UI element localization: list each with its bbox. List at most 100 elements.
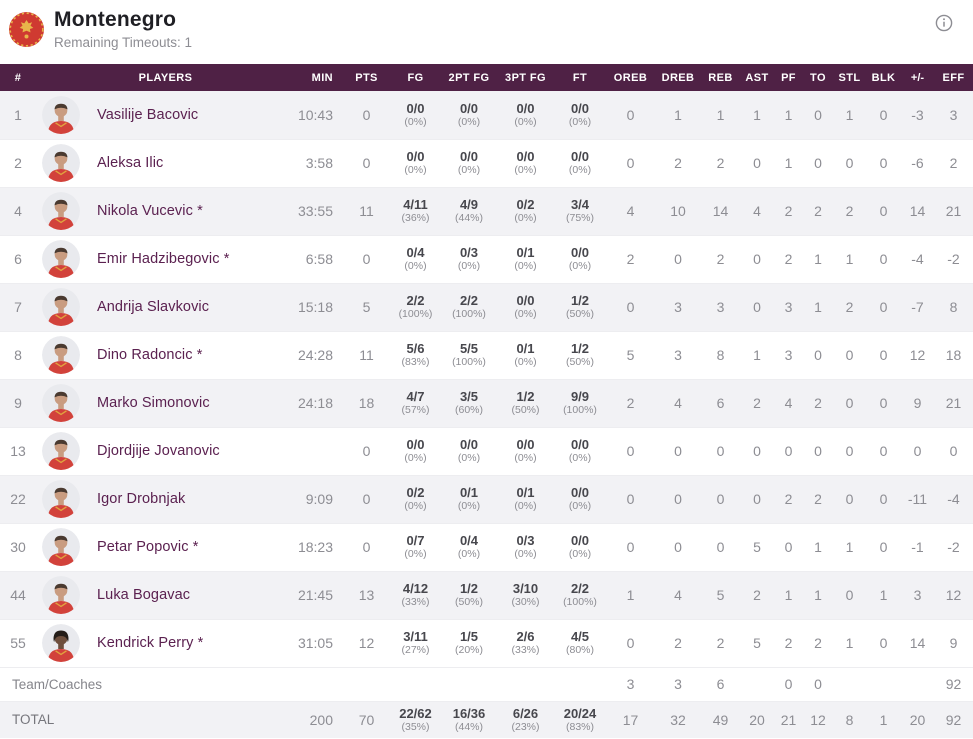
player-row[interactable]: 13 Djordjije Jovanovic 0 0/0 (0%) 0/0 (0%) 0/0(… xyxy=(0,426,973,475)
oreb-value: 0 xyxy=(626,106,635,123)
player-name[interactable]: Vasilije Bacovic xyxy=(97,106,199,123)
player-name[interactable]: Nikola Vucevic * xyxy=(97,203,203,219)
blk-total: 1 xyxy=(866,700,901,738)
column-header-to: TO xyxy=(803,64,833,91)
player-name[interactable]: Luka Bogavac xyxy=(97,587,191,603)
fg-percentage: (0%) xyxy=(404,452,427,464)
ft-made-attempted: 1/2 xyxy=(570,341,590,356)
eff-value: 21 xyxy=(934,186,973,235)
column-header-fg2: 2PT FG xyxy=(441,64,497,91)
jersey-number: 9 xyxy=(0,378,36,427)
player-row[interactable]: 30 Petar Popovic * 18:23 0 0/7 (0%) 0/4 (0%) 0/3… xyxy=(0,522,973,571)
reb-value: 0 xyxy=(701,426,740,475)
minutes-value: 3:58 xyxy=(295,138,343,187)
fg-made-attempted: 0/2 xyxy=(406,485,425,500)
player-avatar xyxy=(42,528,80,566)
points-value: 0 xyxy=(343,474,390,523)
ft: 0/0 (0%) xyxy=(554,138,606,187)
stl-total: 8 xyxy=(833,700,866,738)
player-cell: Petar Popovic * xyxy=(36,522,295,571)
fg3pt-percentage: (30%) xyxy=(511,596,540,608)
ast-value: 4 xyxy=(740,186,774,235)
player-row[interactable]: 7 Andrija Slavkovic 15:18 5 2/2 (100%) 2/2 (100… xyxy=(0,282,973,331)
dreb-value: 2 xyxy=(655,618,701,667)
ft-percentage: (0%) xyxy=(568,115,592,128)
fg2pt-made-attempted: 0/0 xyxy=(459,100,479,116)
stl-value: 0 xyxy=(833,330,866,379)
player-name[interactable]: Andrija Slavkovic xyxy=(97,299,210,315)
player-name[interactable]: Dino Radoncic * xyxy=(97,347,203,363)
plus-minus-value: 9 xyxy=(901,378,934,427)
info-icon[interactable] xyxy=(935,14,953,32)
fg3pt-total: 6/26 (23%) xyxy=(497,700,554,738)
player-avatar xyxy=(42,624,80,662)
player-row[interactable]: 1 Vasilije Bacovic 10:43 0 0/0 (0%) 0/0 (0%) 0/0… xyxy=(0,91,973,139)
player-name[interactable]: Djordjije Jovanovic xyxy=(97,443,220,459)
player-avatar xyxy=(42,95,80,134)
player-row[interactable]: 55 Kendrick Perry * 31:05 12 3/11 (27%) 1/5 (20… xyxy=(0,618,973,667)
dreb-value: 10 xyxy=(655,186,701,235)
oreb-value: 1 xyxy=(606,570,655,619)
fg2pt-made-attempted: 2/2 xyxy=(459,293,479,308)
eff-value: 9 xyxy=(934,618,973,667)
fg2pt: 0/3 (0%) xyxy=(441,234,497,283)
fg2pt-percentage: (44%) xyxy=(454,212,483,224)
column-header-fg3: 3PT FG xyxy=(497,64,554,91)
player-name[interactable]: Kendrick Perry * xyxy=(97,635,204,651)
fg3pt-percentage: (0%) xyxy=(514,115,537,128)
reb-value: 3 xyxy=(701,282,740,331)
player-row[interactable]: 4 Nikola Vucevic * 33:55 11 4/11 (36%) 4/9 (44%… xyxy=(0,186,973,235)
fg: 0/4 (0%) xyxy=(390,234,441,283)
fg-made-attempted: 0/0 xyxy=(406,100,425,116)
player-row[interactable]: 8 Dino Radoncic * 24:28 11 5/6 (83%) 5/5 (100%)… xyxy=(0,330,973,379)
fg3pt: 0/0 (0%) xyxy=(497,282,554,331)
blk-value: 0 xyxy=(866,522,901,571)
eff-value: 3 xyxy=(949,106,958,123)
to-value: 1 xyxy=(803,570,833,619)
eff-value: -2 xyxy=(934,522,973,571)
jersey-number: 22 xyxy=(0,474,36,523)
oreb-value: 2 xyxy=(606,378,655,427)
player-cell: Marko Simonovic xyxy=(36,378,295,427)
player-row[interactable]: 9 Marko Simonovic 24:18 18 4/7 (57%) 3/5 (60%) 1… xyxy=(0,378,973,427)
player-row[interactable]: 44 Luka Bogavac 21:45 13 4/12 (33%) 1/2 (50%) 3/… xyxy=(0,570,973,619)
minutes-value: 24:28 xyxy=(295,330,343,379)
ft: 0/0 (0%) xyxy=(554,234,606,283)
pf-value: 2 xyxy=(774,186,803,235)
fg3pt-percentage: (0%) xyxy=(514,260,537,272)
fg3pt-made-attempted: 0/0 xyxy=(516,100,535,116)
dreb-value: 1 xyxy=(674,106,682,123)
ft-percentage: (100%) xyxy=(563,404,597,416)
player-name[interactable]: Emir Hadzibegovic * xyxy=(97,251,230,267)
fg2pt: 0/0 (0%) xyxy=(441,426,497,475)
ft-percentage: (0%) xyxy=(568,500,592,512)
pf-value: 2 xyxy=(774,474,803,523)
fg3pt-made-attempted: 1/2 xyxy=(516,389,535,404)
ft-made-attempted: 3/4 xyxy=(570,197,590,212)
fg-percentage: (100%) xyxy=(398,308,433,320)
player-name[interactable]: Marko Simonovic xyxy=(97,395,210,411)
player-avatar xyxy=(42,240,80,278)
to-value: 2 xyxy=(803,618,833,667)
jersey-number: 8 xyxy=(0,330,36,379)
plus-minus-value: 14 xyxy=(901,186,934,235)
ast-total: 20 xyxy=(740,700,774,738)
eff-value: 0 xyxy=(934,426,973,475)
plus-minus-value: -3 xyxy=(911,106,924,123)
player-row[interactable]: 2 Aleksa Ilic 3:58 0 0/0 (0%) 0/0 (0%) 0/0 (0%) 0/… xyxy=(0,138,973,187)
plus-minus-value: 0 xyxy=(901,426,934,475)
plus-minus-value: -6 xyxy=(901,138,934,187)
player-name[interactable]: Igor Drobnjak xyxy=(97,491,186,507)
fg: 3/11 (27%) xyxy=(390,618,441,667)
player-name[interactable]: Petar Popovic * xyxy=(97,539,199,555)
minutes-value: 15:18 xyxy=(295,282,343,331)
player-row[interactable]: 22 Igor Drobnjak 9:09 0 0/2 (0%) 0/1 (0%) 0/1 (0%… xyxy=(0,474,973,523)
ft-percentage: (50%) xyxy=(565,308,594,320)
fg2pt-percentage: (0%) xyxy=(457,164,481,176)
points-value: 0 xyxy=(343,522,390,571)
stl-value: 0 xyxy=(833,138,866,187)
player-name[interactable]: Aleksa Ilic xyxy=(97,155,164,171)
player-row[interactable]: 6 Emir Hadzibegovic * 6:58 0 0/4 (0%) 0/3 (0%) 0… xyxy=(0,234,973,283)
fg-percentage: (0%) xyxy=(404,260,427,272)
pf-value: 0 xyxy=(774,522,803,571)
